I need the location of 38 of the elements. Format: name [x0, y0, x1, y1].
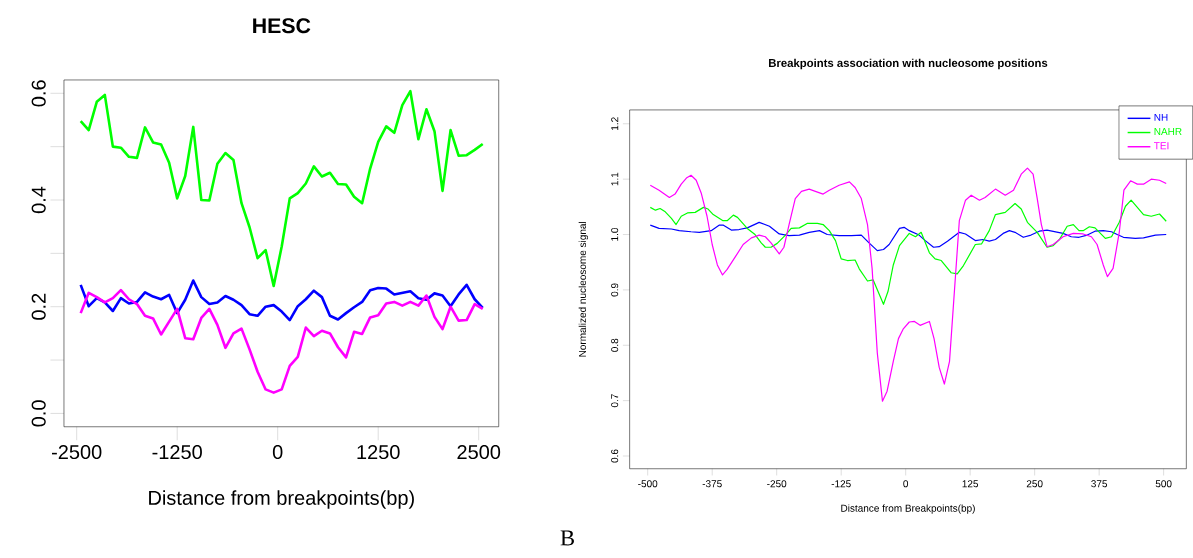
x-tick-label: -1250 — [152, 445, 202, 460]
legend-label: TEI — [1154, 142, 1169, 150]
x-tick-label: 250 — [1026, 480, 1043, 488]
x-tick-label: -500 — [638, 480, 658, 488]
y-axis-title: Normalized nucleosome signal — [578, 222, 588, 357]
line-series — [649, 221, 1167, 252]
x-tick-label: 1250 — [357, 445, 400, 460]
y-tick-label: 0.2 — [31, 293, 46, 320]
x-tick-label: 0 — [903, 480, 909, 488]
x-tick-label: 2500 — [457, 445, 501, 460]
chart-title: Breakpoints association with nucleosome positions — [769, 58, 1048, 70]
y-tick-label: 0.9 — [611, 283, 619, 297]
y-tick-label: 0.0 — [31, 400, 46, 427]
x-axis-title: Distance from breakpoints(bp) — [149, 490, 414, 510]
x-tick-label: -250 — [767, 480, 787, 488]
y-tick-label: 0.7 — [611, 394, 619, 408]
x-tick-label: -375 — [702, 480, 722, 488]
y-tick-label: 1.1 — [611, 172, 619, 186]
x-tick-label: 500 — [1155, 480, 1172, 488]
x-axis-title: Distance from Breakpoints(bp) — [841, 504, 975, 514]
text: B — [560, 530, 574, 546]
line-series — [79, 90, 485, 288]
x-tick-label: 0 — [272, 445, 283, 460]
y-tick-label: 1.2 — [611, 117, 619, 131]
x-tick-label: -125 — [831, 480, 851, 488]
x-tick-label: 375 — [1091, 480, 1108, 488]
y-tick-label: 0.6 — [31, 80, 46, 107]
line-series — [79, 289, 485, 395]
legend-label: NAHR — [1154, 128, 1182, 136]
legend-label: NH — [1154, 114, 1168, 121]
x-tick-label: -2500 — [51, 445, 102, 460]
x-tick-label: 125 — [962, 480, 979, 488]
line-series — [649, 167, 1167, 402]
y-tick-label: 0.8 — [611, 338, 619, 352]
y-tick-label: 0.4 — [31, 186, 46, 214]
chart-title: HESC — [253, 18, 311, 34]
y-tick-label: 1.0 — [611, 228, 619, 241]
y-tick-label: 0.6 — [611, 449, 619, 463]
